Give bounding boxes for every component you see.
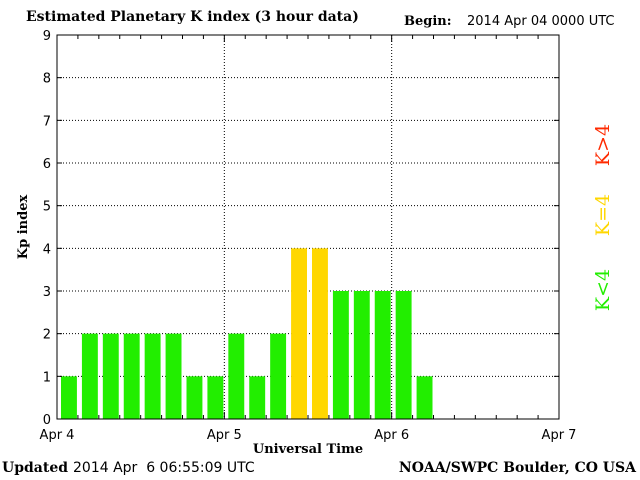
kp-bar [395, 291, 412, 419]
y-tick-label: 9 [43, 29, 51, 44]
y-tick-label: 6 [43, 157, 51, 172]
y-tick-label: 1 [43, 370, 51, 385]
kp-bar [416, 376, 433, 419]
kp-bar [186, 376, 203, 419]
x-tick-label: Apr 4 [40, 428, 75, 443]
legend-entry: K<4 [592, 269, 614, 311]
x-axis-title: Universal Time [253, 442, 363, 457]
updated-label: Updated [2, 460, 69, 476]
kp-bar [123, 333, 140, 419]
x-tick-label: Apr 6 [374, 428, 409, 443]
kp-bar [332, 291, 349, 419]
x-tick-label: Apr 5 [207, 428, 242, 443]
legend-entry: K>4 [592, 124, 614, 166]
y-tick-label: 5 [43, 200, 51, 215]
kp-bar [249, 376, 266, 419]
kp-bar [165, 333, 182, 419]
begin-label: Begin: [404, 14, 452, 29]
y-tick-label: 7 [43, 114, 51, 129]
kp-bar [374, 291, 391, 419]
kp-bar [144, 333, 161, 419]
kp-bar [102, 333, 119, 419]
kp-bar [61, 376, 77, 419]
kp-bar [291, 248, 307, 419]
credit-text: NOAA/SWPC Boulder, CO USA [398, 460, 636, 476]
y-tick-label: 3 [43, 285, 51, 300]
kp-bar [270, 333, 287, 419]
chart-title: Estimated Planetary K index (3 hour data… [26, 9, 359, 25]
y-tick-label: 4 [43, 242, 51, 257]
kp-bar [353, 291, 370, 419]
y-axis-title: Kp index [16, 195, 31, 260]
kp-bar [228, 333, 245, 419]
kp-bar [312, 248, 328, 419]
kp-bar [207, 376, 224, 419]
kp-bar [81, 333, 98, 419]
begin-value: 2014 Apr 04 0000 UTC [467, 14, 615, 29]
y-tick-label: 0 [43, 413, 51, 428]
y-tick-label: 8 [43, 72, 51, 87]
x-tick-label: Apr 7 [542, 428, 577, 443]
y-tick-label: 2 [43, 328, 51, 343]
legend-entry: K=4 [592, 194, 614, 236]
updated-value: 2014 Apr 6 06:55:09 UTC [73, 460, 255, 476]
